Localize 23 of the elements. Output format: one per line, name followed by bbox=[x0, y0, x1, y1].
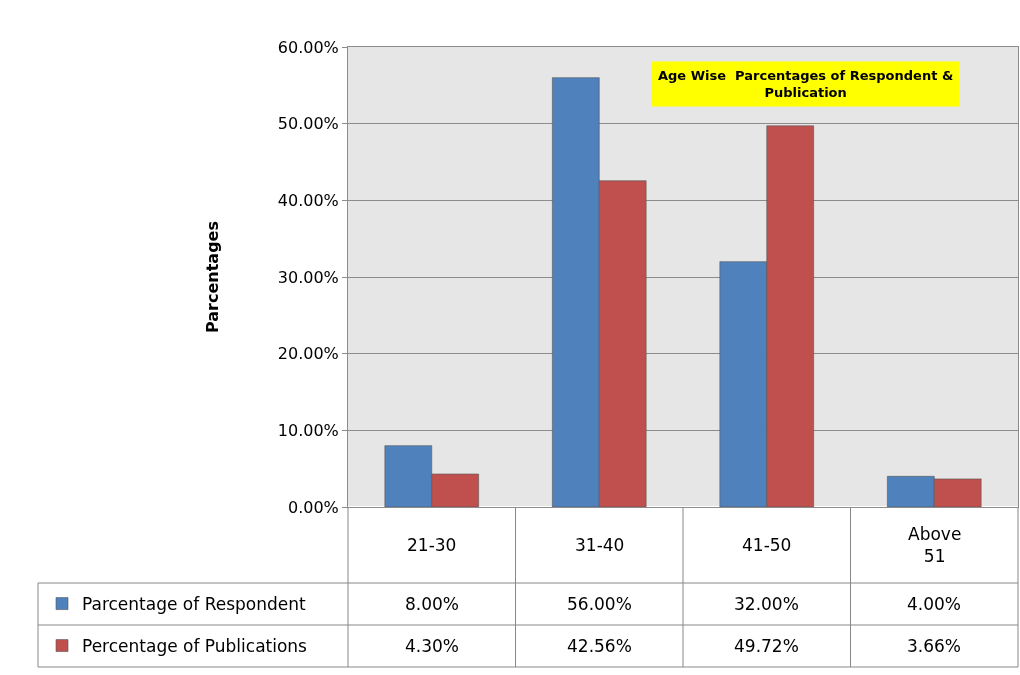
x-tick-label: 41-50 bbox=[742, 535, 792, 555]
x-tick-label: 31-40 bbox=[575, 535, 625, 555]
y-tick-label: 50.00% bbox=[277, 114, 339, 134]
data-label: 3.66% bbox=[907, 636, 962, 656]
data-label: 56.00% bbox=[567, 594, 632, 614]
y-axis-title: Parcentages bbox=[202, 221, 222, 333]
y-tick-label: 30.00% bbox=[277, 267, 339, 287]
data-label: 4.30% bbox=[405, 636, 460, 656]
data-label: 32.00% bbox=[734, 594, 799, 614]
data-label: 8.00% bbox=[405, 594, 460, 614]
data-label: 42.56% bbox=[567, 636, 632, 656]
y-tick-label: 40.00% bbox=[277, 190, 339, 210]
x-tick-label: 21-30 bbox=[407, 535, 457, 555]
legend-label: Parcentage of Respondent bbox=[82, 594, 306, 615]
y-tick-label: 0.00% bbox=[287, 497, 339, 517]
y-tick-label: 20.00% bbox=[277, 344, 339, 364]
y-tick-label: 60.00% bbox=[277, 37, 339, 57]
text: Age Wise Parcentages of Respondent & Publication bbox=[658, 68, 954, 100]
data-label: 4.00% bbox=[907, 594, 962, 614]
legend-label: Percentage of Publications bbox=[82, 636, 308, 657]
data-label: 49.72% bbox=[734, 636, 799, 656]
y-tick-label: 10.00% bbox=[277, 420, 339, 440]
x-tick-label: Above 51 bbox=[908, 524, 962, 567]
